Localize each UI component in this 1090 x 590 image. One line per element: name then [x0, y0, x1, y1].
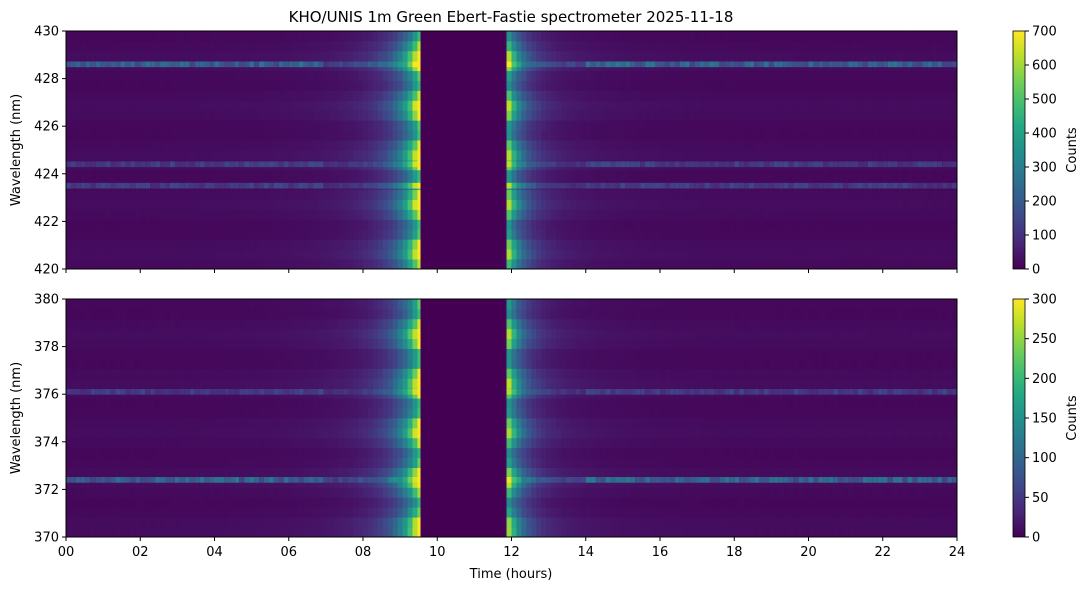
colorbar-tick-label: 500	[1032, 93, 1057, 108]
x-tick-label: 04	[206, 545, 223, 560]
x-axis-top-ticks	[65, 269, 958, 273]
colorbar-top	[1012, 30, 1026, 270]
x-tick-label: 02	[132, 545, 149, 560]
colorbar-tick-label: 200	[1032, 372, 1057, 387]
colorbar-tick-label: 300	[1032, 293, 1057, 308]
x-tick-label: 20	[800, 545, 817, 560]
y-tick-label: 380	[34, 293, 59, 308]
y-tick-label: 422	[34, 215, 59, 230]
x-axis-bottom: 00 02 04 06 08 10 12 14 16 18 20 22 24	[58, 537, 966, 560]
x-axis-label: Time (hours)	[469, 567, 553, 582]
x-tick-label: 08	[355, 545, 372, 560]
colorbar-tick-label: 300	[1032, 161, 1057, 176]
y-axis-label-top: Wavelength (nm)	[9, 94, 24, 206]
heatmap-bottom	[66, 299, 958, 538]
y-tick-label: 370	[34, 531, 59, 546]
x-tick-label: 10	[429, 545, 446, 560]
y-tick-label: 372	[34, 483, 59, 498]
colorbar-tick-label: 100	[1032, 451, 1057, 466]
panel-bottom: 370 372 374 376 378 380 00 02 04 06 08 10 12 14 16 18 2…	[9, 293, 1080, 583]
y-tick-label: 420	[34, 263, 59, 278]
y-tick-label: 378	[34, 340, 59, 355]
x-tick-label: 18	[726, 545, 743, 560]
colorbar-tick-label: 200	[1032, 195, 1057, 210]
colorbar-tick-label: 0	[1032, 263, 1040, 278]
y-axis-top: 420 422 424 426 428 430	[34, 25, 66, 278]
colorbar-tick-label: 100	[1032, 229, 1057, 244]
colorbar-label-top: Counts	[1065, 127, 1080, 173]
colorbar-top-ticks: 0 100 200 300 400 500 600 700	[1025, 25, 1057, 278]
colorbar-tick-label: 600	[1032, 59, 1057, 74]
colorbar-tick-label: 50	[1032, 491, 1049, 506]
chart-title: KHO/UNIS 1m Green Ebert-Fastie spectrome…	[289, 8, 734, 26]
colorbar-bottom	[1012, 298, 1026, 538]
x-tick-label: 16	[652, 545, 669, 560]
y-tick-label: 428	[34, 72, 59, 87]
y-tick-label: 424	[34, 167, 59, 182]
y-axis-label-bottom: Wavelength (nm)	[9, 362, 24, 474]
colorbar-tick-label: 0	[1032, 531, 1040, 546]
colorbar-tick-label: 150	[1032, 412, 1057, 427]
x-tick-label: 00	[58, 545, 75, 560]
colorbar-tick-label: 400	[1032, 127, 1057, 142]
y-tick-label: 430	[34, 25, 59, 40]
x-tick-label: 24	[949, 545, 966, 560]
colorbar-bottom-ticks: 0 50 100 150 200 250 300	[1025, 293, 1057, 546]
y-tick-label: 376	[34, 388, 59, 403]
x-tick-label: 22	[874, 545, 891, 560]
x-tick-label: 06	[280, 545, 297, 560]
x-tick-label: 14	[577, 545, 594, 560]
x-tick-label: 12	[503, 545, 520, 560]
y-tick-label: 374	[34, 435, 59, 450]
y-tick-label: 426	[34, 120, 59, 135]
colorbar-tick-label: 700	[1032, 25, 1057, 40]
colorbar-tick-label: 250	[1032, 332, 1057, 347]
heatmap-top	[66, 31, 958, 270]
panel-top: 420 422 424 426 428 430 Wavelength (nm) 0 100 2…	[9, 25, 1080, 278]
y-axis-bottom: 370 372 374 376 378 380	[34, 293, 66, 546]
colorbar-label-bottom: Counts	[1065, 395, 1080, 441]
